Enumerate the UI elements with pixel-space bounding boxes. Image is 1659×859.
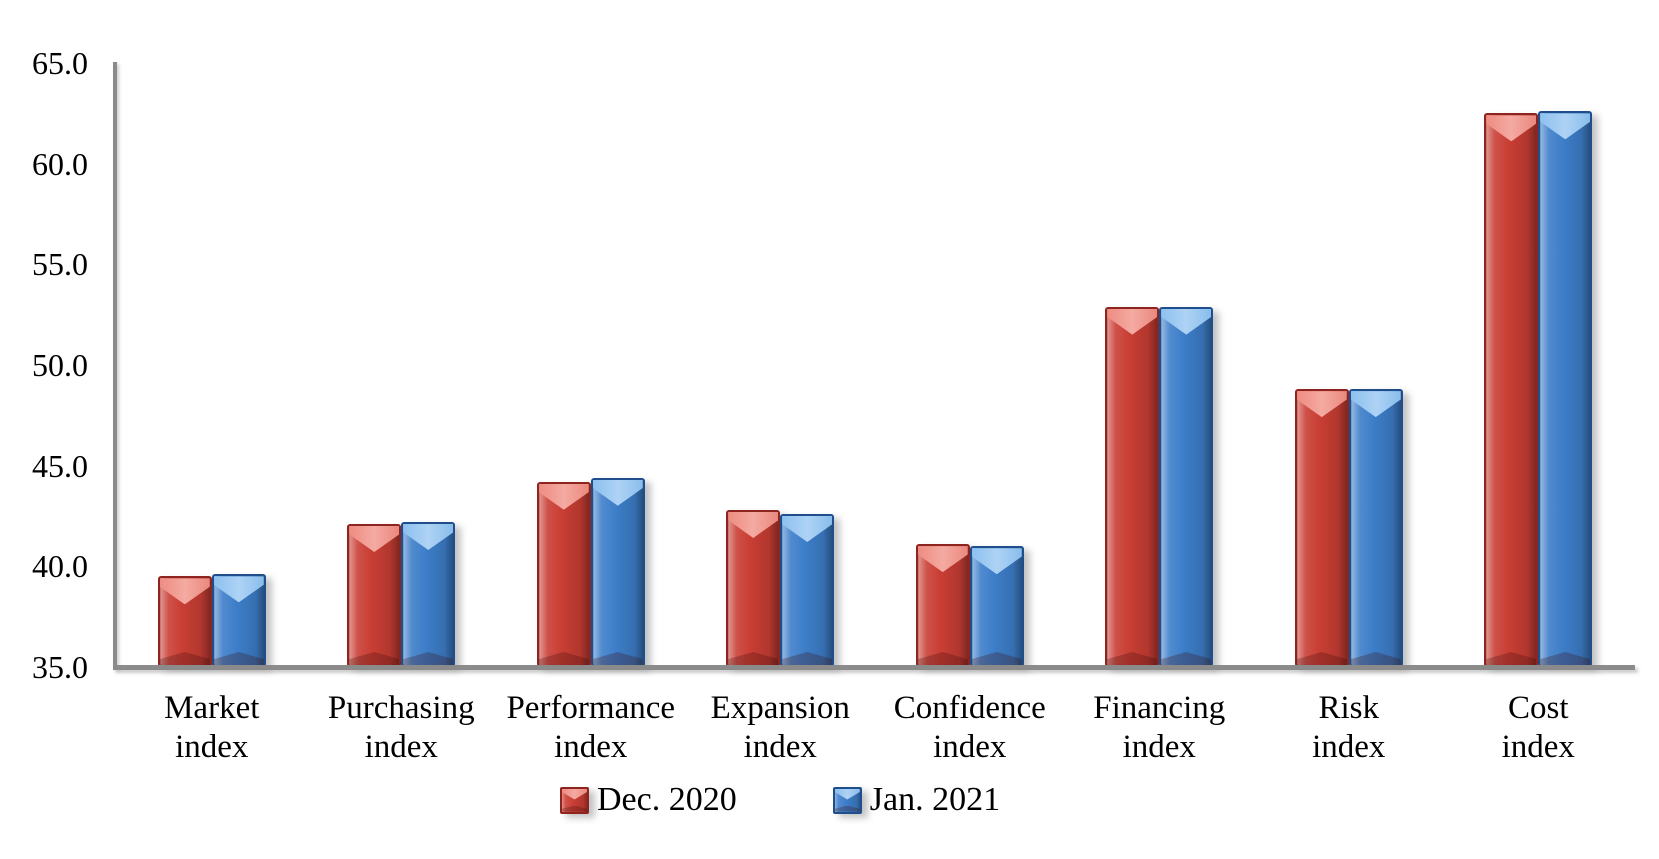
legend-item: Jan. 2021 — [832, 781, 1001, 819]
bar-dec-2020-financing-index — [1105, 306, 1160, 667]
y-tick-label: 45.0 — [32, 447, 88, 484]
bar-dec-2020-purchasing-index — [347, 524, 402, 667]
category-label: Performance index — [461, 689, 721, 767]
bar-jan-2021-risk-index — [1348, 389, 1403, 667]
bar-jan-2021-cost-index — [1538, 111, 1593, 667]
bar-dec-2020-performance-index — [536, 481, 591, 667]
bar-jan-2021-confidence-index — [969, 546, 1024, 667]
category-label-line: index — [1312, 729, 1386, 765]
category-label-line: index — [364, 729, 438, 765]
bar-dec-2020-cost-index — [1484, 113, 1539, 667]
bar-dec-2020-expansion-index — [726, 509, 781, 667]
bar-dec-2020-risk-index — [1294, 389, 1349, 667]
bar-dec-2020-confidence-index — [915, 544, 970, 667]
category-label-line: index — [933, 729, 1007, 765]
category-label: Purchasing index — [271, 689, 531, 767]
bar-jan-2021-purchasing-index — [401, 522, 456, 667]
y-tick-label: 50.0 — [32, 347, 88, 383]
bar-jan-2021-financing-index — [1159, 306, 1214, 667]
legend: Dec. 2020 Jan. 2021 — [560, 781, 1000, 819]
legend-swatch-icon — [560, 786, 589, 814]
category-label-line: Cost — [1507, 690, 1569, 726]
category-label-line: Market — [164, 690, 260, 726]
category-label-line: Purchasing — [327, 690, 475, 726]
category-label: Market index — [82, 689, 342, 767]
bar-jan-2021-market-index — [211, 574, 266, 667]
category-label: Confidence index — [840, 689, 1100, 767]
category-label-line: Financing — [1093, 690, 1226, 726]
x-axis-line — [113, 665, 1635, 670]
legend-label: Dec. 2020 — [597, 781, 737, 818]
category-label-line: Expansion — [710, 690, 850, 726]
legend-item: Dec. 2020 — [560, 781, 737, 819]
category-label-line: Risk — [1318, 690, 1380, 726]
legend-label: Jan. 2021 — [869, 781, 1001, 818]
y-tick-label: 65.0 — [32, 45, 88, 81]
category-label-line: index — [743, 729, 817, 765]
category-label-line: index — [1501, 729, 1575, 765]
category-label: Risk index — [1219, 689, 1479, 767]
category-label-line: Confidence — [893, 690, 1046, 726]
category-label: Expansion index — [650, 689, 910, 767]
y-tick-label: 35.0 — [32, 649, 88, 685]
category-label-line: index — [554, 729, 628, 765]
y-tick-label: 40.0 — [32, 548, 88, 585]
y-axis-line — [113, 62, 117, 669]
category-label-line: index — [1122, 729, 1196, 765]
category-label: Cost index — [1408, 689, 1659, 767]
category-label-line: index — [175, 729, 249, 765]
legend-swatch-icon — [832, 786, 862, 814]
category-label: Financing index — [1029, 689, 1289, 767]
bar-jan-2021-expansion-index — [780, 513, 835, 667]
bar-dec-2020-market-index — [157, 576, 212, 667]
bar-jan-2021-performance-index — [590, 477, 645, 667]
category-label-line: Performance — [506, 690, 676, 726]
y-tick-label: 55.0 — [32, 246, 88, 283]
y-tick-label: 60.0 — [32, 145, 88, 182]
